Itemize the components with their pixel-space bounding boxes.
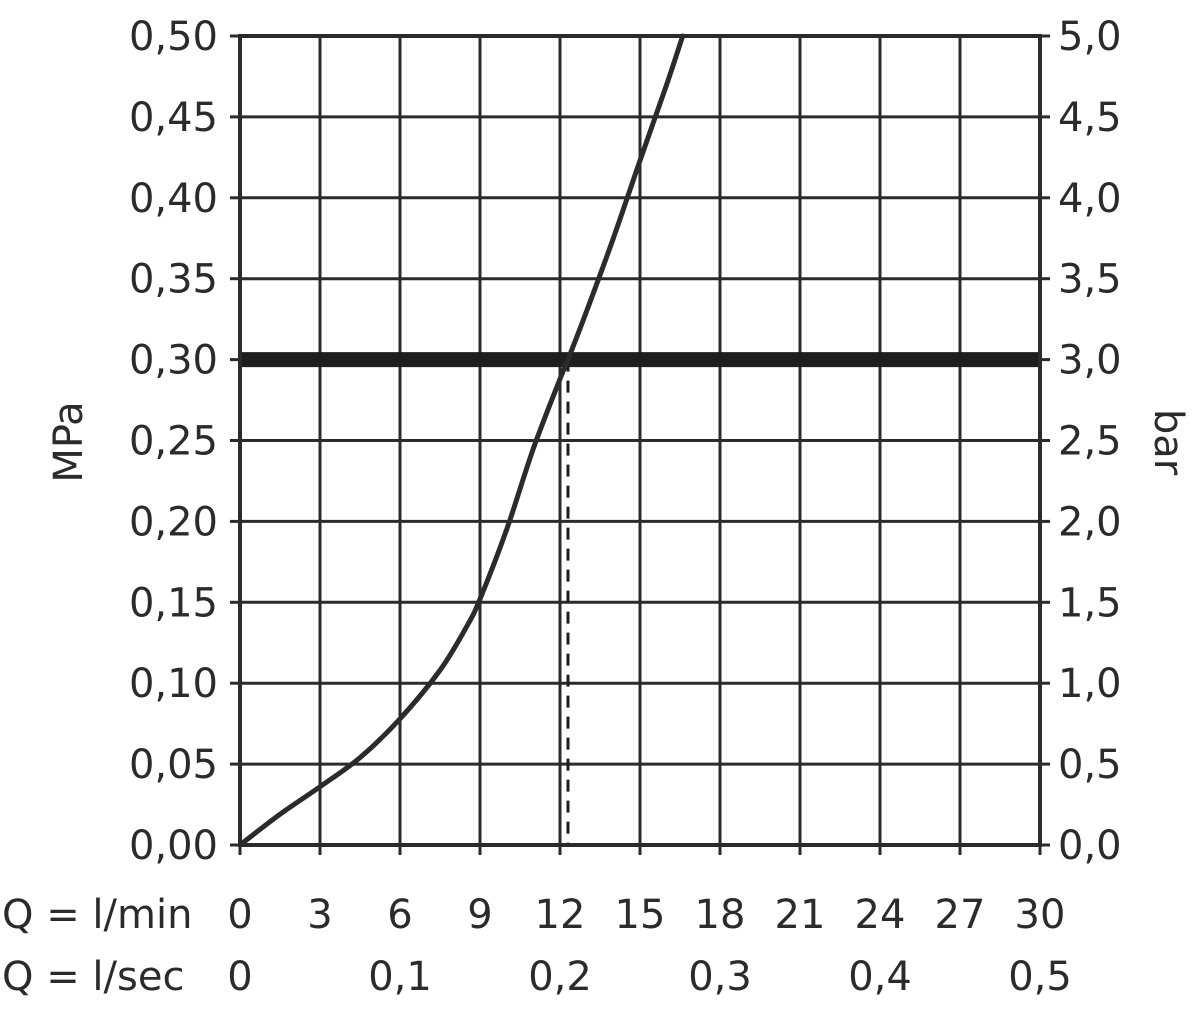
x-tick-label: 3: [307, 892, 332, 938]
x-tick-label: 9: [467, 892, 492, 938]
x-tick-label: 21: [775, 892, 826, 938]
x-row-label: Q = l/sec: [2, 954, 184, 1000]
y-axis-title-left: MPa: [46, 401, 92, 482]
y-tick-label-right: 4,0: [1058, 176, 1122, 222]
x-tick-label: 24: [855, 892, 906, 938]
tick-labels: 0,00 0,00,05 0,50,10 1,00,15 1,50,20 2,00,25 2…: [2, 14, 1122, 1000]
x-tick-label: 0: [227, 892, 252, 938]
y-tick-label-left: 0,45: [129, 95, 218, 141]
y-tick-label-right: 0,0: [1058, 823, 1122, 869]
y-tick-label-left: 0,00: [129, 823, 218, 869]
y-tick-label-right: 3,5: [1058, 257, 1122, 303]
y-tick-label-right: 2,0: [1058, 499, 1122, 545]
x-tick-label: 30: [1015, 892, 1066, 938]
x-tick-label: 27: [935, 892, 986, 938]
y-tick-label-right: 1,5: [1058, 580, 1122, 626]
x-tick-label: 0,1: [368, 954, 432, 1000]
y-tick-label-left: 0,25: [129, 419, 218, 465]
x-tick-label: 15: [615, 892, 666, 938]
y-tick-label-right: 3,0: [1058, 338, 1122, 384]
x-tick-label: 0,3: [688, 954, 752, 1000]
y-tick-label-right: 2,5: [1058, 419, 1122, 465]
y-tick-label-left: 0,10: [129, 661, 218, 707]
plot-border: [238, 34, 1042, 847]
x-tick-label: 0,2: [528, 954, 592, 1000]
y-axis-title-right: bar: [1145, 409, 1191, 476]
y-tick-label-left: 0,20: [129, 499, 218, 545]
y-tick-label-left: 0,40: [129, 176, 218, 222]
series-line: [237, 33, 686, 848]
x-tick-label: 0: [227, 954, 252, 1000]
x-row-label: Q = l/min: [2, 892, 192, 938]
x-tick-label: 6: [387, 892, 412, 938]
y-tick-label-left: 0,15: [129, 580, 218, 626]
y-tick-label-left: 0,05: [129, 742, 218, 788]
x-tick-label: 18: [695, 892, 746, 938]
data-series: [237, 33, 686, 848]
y-tick-label-right: 4,5: [1058, 95, 1122, 141]
plot-frame: [238, 34, 1042, 847]
x-tick-label: 0,4: [848, 954, 912, 1000]
x-tick-label: 12: [535, 892, 586, 938]
x-tick-label: 0,5: [1008, 954, 1072, 1000]
y-tick-label-left: 0,35: [129, 257, 218, 303]
y-tick-label-right: 1,0: [1058, 661, 1122, 707]
y-tick-label-left: 0,50: [129, 14, 218, 60]
y-tick-label-right: 0,5: [1058, 742, 1122, 788]
y-tick-label-right: 5,0: [1058, 14, 1122, 60]
reference-lines: [240, 352, 1040, 845]
y-tick-label-left: 0,30: [129, 338, 218, 384]
